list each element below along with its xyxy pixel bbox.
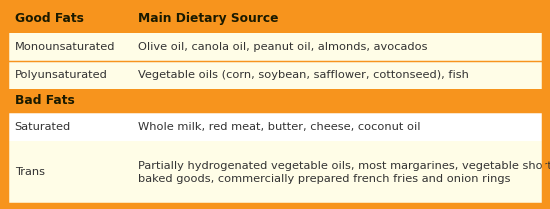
Text: Whole milk, red meat, butter, cheese, coconut oil: Whole milk, red meat, butter, cheese, co… [138, 122, 421, 131]
Text: Olive oil, canola oil, peanut oil, almonds, avocados: Olive oil, canola oil, peanut oil, almon… [138, 42, 427, 52]
Bar [7, 33, 543, 61]
Text: Monounsaturated: Monounsaturated [15, 42, 115, 52]
Text: Partially hydrogenated vegetable oils, most margarines, vegetable shortenings,
b: Partially hydrogenated vegetable oils, m… [138, 161, 550, 184]
Text: Trans: Trans [15, 167, 45, 177]
Text: Polyunsaturated: Polyunsaturated [15, 70, 108, 80]
Text: Vegetable oils (corn, soybean, safflower, cottonseed), fish: Vegetable oils (corn, soybean, safflower… [138, 70, 469, 80]
Bar [7, 112, 543, 141]
Text: Good Fats: Good Fats [15, 12, 84, 25]
Text: Main Dietary Source: Main Dietary Source [138, 12, 279, 25]
Bar [7, 61, 543, 89]
Bar [7, 89, 543, 112]
Text: Bad Fats: Bad Fats [15, 94, 74, 107]
Bar [7, 5, 543, 33]
Bar [7, 141, 543, 204]
Text: Saturated: Saturated [15, 122, 71, 131]
